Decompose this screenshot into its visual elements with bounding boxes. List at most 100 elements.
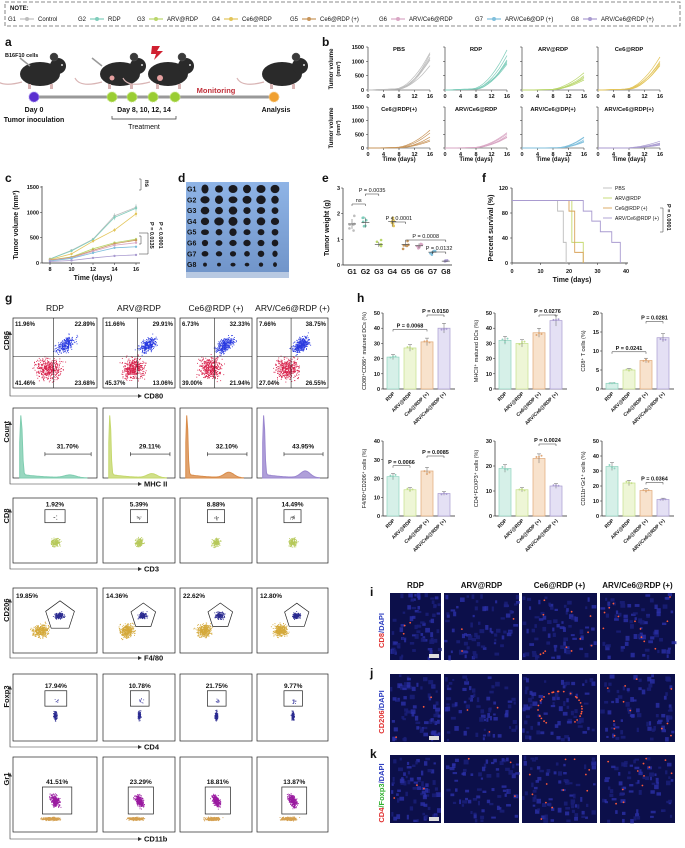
panel-label-c: c — [5, 171, 12, 185]
cell-event — [66, 343, 68, 344]
cell-event — [145, 347, 146, 349]
tumor-growth-line — [367, 59, 431, 91]
cell-event — [211, 370, 212, 372]
cell-event — [53, 376, 55, 378]
x-tick-label: G6 — [414, 269, 423, 276]
cell-event — [141, 543, 142, 545]
cell-event — [48, 625, 49, 627]
legend-marker — [307, 17, 311, 21]
cell-event — [63, 339, 65, 340]
cell-event — [281, 361, 283, 363]
cell-event — [51, 364, 53, 366]
cell-event — [282, 366, 284, 368]
cell-event — [60, 347, 62, 349]
y-axis-label: Count — [2, 421, 11, 443]
cell-event — [136, 366, 137, 368]
cell-event — [213, 542, 215, 544]
cell-event — [42, 634, 44, 636]
cell-event — [133, 370, 135, 372]
cell-event — [217, 371, 218, 372]
cell-event — [37, 637, 39, 638]
cell-event — [46, 629, 48, 631]
cell-event — [68, 344, 69, 346]
cell-event — [219, 371, 220, 373]
flow-plot: 14.49% — [256, 497, 329, 564]
cell-event — [140, 544, 141, 546]
data-point — [659, 338, 662, 341]
cell-event — [298, 371, 300, 373]
cell-event — [126, 369, 127, 370]
tumor-specimen — [271, 195, 279, 204]
cell-event — [219, 363, 220, 365]
cell-event — [218, 373, 220, 374]
flow-plot: 19.85% — [12, 587, 98, 654]
cell-event — [215, 349, 217, 351]
cell-event — [41, 631, 43, 633]
cell-event — [57, 378, 59, 379]
cell-event — [220, 366, 222, 368]
cell-event — [212, 372, 214, 374]
significance-bracket — [645, 321, 664, 324]
cell-event — [36, 632, 37, 634]
cell-event — [148, 347, 149, 349]
gate-value: 29.11% — [139, 444, 161, 451]
cell-event — [55, 542, 57, 544]
cell-event — [297, 378, 299, 380]
cell-event — [62, 350, 64, 352]
cell-event — [301, 347, 303, 348]
cell-event — [277, 370, 279, 372]
cell-event — [297, 340, 298, 342]
cell-event — [39, 632, 41, 634]
cell-event — [45, 635, 47, 637]
cell-event — [46, 363, 48, 365]
cell-event — [43, 625, 44, 627]
cell-event — [140, 545, 142, 547]
cell-event — [139, 359, 140, 361]
cell-event — [136, 540, 138, 542]
y-tick-label: 50 — [374, 311, 380, 317]
cell-event — [291, 546, 293, 548]
cell-event — [289, 544, 291, 546]
plot-frame — [179, 407, 253, 479]
cell-event — [200, 359, 201, 361]
cell-event — [43, 625, 45, 627]
cell-event — [42, 630, 43, 632]
cell-event — [279, 371, 280, 373]
cell-event — [301, 344, 303, 346]
cell-event — [204, 367, 205, 369]
plot-frame — [12, 317, 98, 389]
cell-event — [43, 627, 45, 628]
column-title: ARV@RDP — [117, 303, 161, 313]
cell-event — [278, 362, 280, 364]
x-tick-label: 8 — [551, 152, 554, 158]
cell-event — [142, 538, 144, 540]
cell-event — [148, 345, 150, 346]
cell-event — [38, 368, 40, 370]
cell-event — [220, 349, 222, 351]
cell-event — [146, 342, 148, 344]
cell-event — [290, 366, 291, 368]
cell-event — [287, 369, 289, 371]
cell-event — [43, 378, 44, 380]
cell-event — [36, 627, 38, 628]
cell-event — [45, 366, 47, 368]
cell-event — [211, 545, 213, 547]
cell-event — [48, 367, 50, 369]
cell-event — [134, 367, 136, 369]
cell-event — [54, 546, 56, 548]
cell-event — [215, 364, 217, 366]
annotation-p: P < 0.0001 — [157, 222, 163, 249]
cell-event — [296, 350, 297, 351]
cell-event — [221, 364, 222, 366]
cell-event — [144, 349, 146, 351]
x-tick-label: 10 — [68, 267, 74, 273]
cell-event — [50, 367, 52, 369]
cell-event — [222, 347, 224, 349]
cell-event — [224, 344, 225, 346]
cell-event — [283, 357, 285, 359]
cell-event — [204, 370, 206, 372]
tumor-growth-line — [444, 59, 508, 91]
cell-event — [45, 630, 47, 632]
cell-event — [49, 626, 50, 628]
cell-event — [50, 374, 52, 376]
